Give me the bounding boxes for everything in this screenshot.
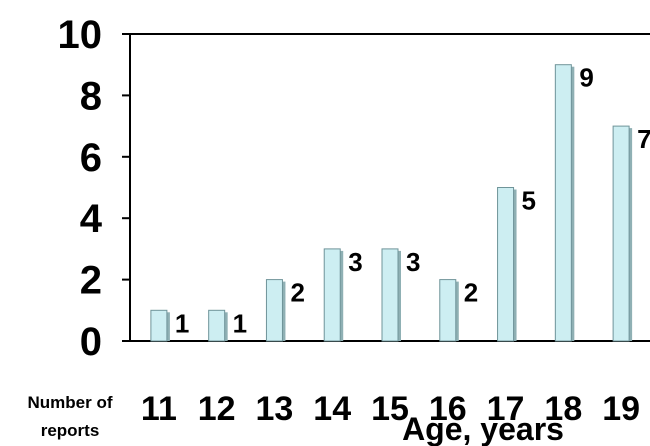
x-axis-label: Age, years: [402, 411, 564, 446]
y-tick-label: 10: [58, 13, 103, 57]
x-tick-label: 12: [198, 390, 236, 428]
bar-age-19: [612, 125, 630, 342]
bar-age-17: [497, 187, 515, 342]
bars: [150, 64, 633, 342]
bar-age-12: [208, 309, 226, 342]
bar-age-13: [265, 279, 283, 342]
y-tick-label: 0: [80, 320, 102, 364]
y-tick-label: 2: [80, 259, 102, 303]
x-tick-label: 15: [371, 390, 409, 428]
x-tick-label: 16: [429, 390, 467, 428]
x-tick-label: 17: [487, 390, 525, 428]
x-tick-label: 13: [256, 390, 294, 428]
y-axis-label-line-1: Number of: [28, 393, 113, 412]
data-label: 1: [175, 308, 189, 338]
data-label: 7: [637, 124, 650, 154]
x-tick-label: 18: [544, 390, 582, 428]
x-tick-label: 14: [313, 390, 351, 428]
bar-age-16: [439, 279, 457, 342]
bar-age-18: [554, 64, 572, 342]
data-label: 3: [348, 247, 362, 277]
bar-age-14: [323, 248, 341, 342]
data-labels: 1 1 2 3 3 2 5 9 7: [175, 63, 650, 339]
data-label: 2: [464, 278, 478, 308]
y-axis-ticks: 0 2 4 6 8 10: [58, 13, 130, 364]
y-axis-label-line-2: reports: [41, 421, 100, 440]
data-label: 3: [406, 247, 420, 277]
y-tick-label: 6: [80, 136, 102, 180]
bar-age-15: [381, 248, 399, 342]
data-label: 9: [579, 63, 593, 93]
x-tick-label: 19: [602, 390, 640, 428]
data-label: 5: [522, 186, 536, 216]
bar-age-11: [150, 309, 168, 342]
y-tick-label: 8: [80, 74, 102, 118]
data-label: 2: [290, 278, 304, 308]
data-label: 1: [233, 308, 247, 338]
x-axis-tick-labels: 11 12 13 14 15 16 17 18 19: [141, 390, 640, 428]
y-tick-label: 4: [80, 197, 103, 241]
x-tick-label: 11: [141, 390, 177, 428]
